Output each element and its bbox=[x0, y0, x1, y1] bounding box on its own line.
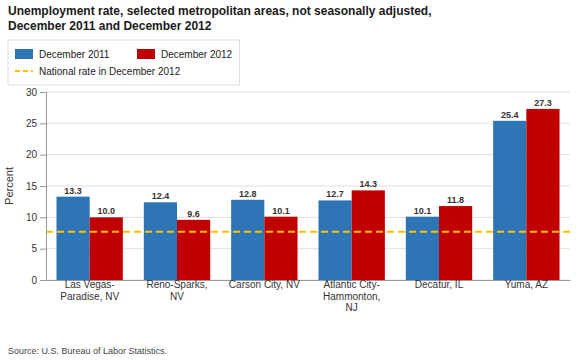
tick-mark bbox=[40, 217, 46, 218]
title-line: Unemployment rate, selected metropolitan… bbox=[8, 4, 431, 18]
data-label: 14.3 bbox=[359, 179, 377, 189]
tick: Carson City, NV bbox=[229, 279, 300, 290]
data-label: 10.1 bbox=[414, 206, 432, 216]
tick: 0 bbox=[31, 275, 46, 286]
tick: Yuma, AZ bbox=[505, 279, 548, 290]
tick: 25 bbox=[26, 118, 46, 129]
grid-line bbox=[46, 92, 570, 93]
bar bbox=[493, 121, 526, 280]
grid-line bbox=[46, 248, 570, 249]
tick-mark bbox=[40, 280, 46, 281]
legend: December 2011 December 2012 National rate … bbox=[8, 40, 240, 85]
tick: 10 bbox=[26, 212, 46, 223]
source: Source: U.S. Bureau of Labor Statistics. bbox=[8, 346, 167, 356]
y-axis-label: Percent bbox=[3, 167, 15, 205]
bar bbox=[318, 200, 351, 280]
data-labels: 13.3 12.4 12.8 12.7 10.1 25.4 10.0 9.6 10.1 14.3 1… bbox=[64, 98, 551, 219]
tick-label: Atlantic City-Hammonton,NJ bbox=[323, 279, 380, 313]
tick-label-line: Atlantic City- bbox=[324, 279, 380, 290]
bar bbox=[352, 190, 385, 280]
legend-swatch bbox=[137, 49, 155, 59]
plot-area bbox=[46, 109, 570, 280]
tick-label-line: NV bbox=[170, 291, 184, 302]
legend-item: National rate in December 2012 bbox=[15, 66, 181, 77]
tick-label: Decatur, IL bbox=[415, 279, 464, 290]
tick-mark bbox=[40, 186, 46, 187]
data-label: 12.8 bbox=[239, 189, 257, 199]
bar bbox=[406, 217, 439, 280]
tick-label: 30 bbox=[26, 87, 38, 98]
title-line: December 2011 and December 2012 bbox=[8, 19, 212, 33]
bar bbox=[231, 200, 264, 280]
tick: Reno-Sparks,NV bbox=[146, 279, 207, 302]
tick-label: Las Vegas-Paradise, NV bbox=[60, 279, 119, 302]
reference-line bbox=[46, 231, 570, 233]
tick: 30 bbox=[26, 87, 46, 98]
legend-swatch bbox=[15, 70, 33, 72]
data-label: 10.0 bbox=[97, 206, 115, 216]
legend-label: December 2011 bbox=[39, 49, 110, 60]
tick-label: 15 bbox=[26, 181, 38, 192]
tick-label: 5 bbox=[31, 243, 37, 254]
bar bbox=[439, 206, 472, 280]
data-label: 11.8 bbox=[447, 195, 464, 205]
title: Unemployment rate, selected metropolitan… bbox=[8, 4, 431, 33]
tick: 5 bbox=[31, 243, 46, 254]
legend-label: National rate in December 2012 bbox=[39, 66, 181, 77]
data-label: 9.6 bbox=[187, 209, 200, 219]
grid-line bbox=[46, 280, 570, 281]
legend-item: December 2011 bbox=[15, 49, 110, 60]
tick-label-line: Carson City, NV bbox=[229, 279, 300, 290]
tick-label-line: NJ bbox=[346, 302, 358, 313]
data-label: 12.4 bbox=[152, 191, 170, 201]
axis-line bbox=[47, 280, 571, 281]
axis-line bbox=[40, 93, 47, 281]
tick-label-line: Yuma, AZ bbox=[505, 279, 548, 290]
tick-mark bbox=[40, 249, 46, 250]
legend-swatch bbox=[15, 49, 33, 59]
tick-label: Carson City, NV bbox=[229, 279, 300, 290]
chart: Unemployment rate, selected metropolitan… bbox=[0, 0, 580, 360]
tick-label: 20 bbox=[26, 149, 38, 160]
tick-label-line: Hammonton, bbox=[323, 291, 380, 302]
tick: 20 bbox=[26, 149, 46, 160]
bar bbox=[177, 220, 210, 280]
tick: Las Vegas-Paradise, NV bbox=[60, 279, 119, 302]
tick-label: 10 bbox=[26, 212, 38, 223]
data-label: 27.3 bbox=[534, 98, 552, 108]
tick: 15 bbox=[26, 181, 46, 192]
data-label: 10.1 bbox=[272, 206, 290, 216]
bar bbox=[90, 217, 123, 280]
legend-label: December 2012 bbox=[161, 49, 233, 60]
tick: Atlantic City-Hammonton,NJ bbox=[323, 279, 380, 313]
data-label: 25.4 bbox=[501, 110, 519, 120]
grid-line bbox=[46, 217, 570, 218]
tick-label-line: Reno-Sparks, bbox=[146, 279, 207, 290]
tick-mark bbox=[40, 92, 46, 93]
bar bbox=[526, 109, 559, 280]
tick-label: 25 bbox=[26, 118, 38, 129]
tick-label-line: Decatur, IL bbox=[415, 279, 464, 290]
tick-label: Yuma, AZ bbox=[505, 279, 548, 290]
grid-line bbox=[46, 154, 570, 155]
data-label: 12.7 bbox=[326, 189, 344, 199]
tick-label: 0 bbox=[31, 275, 37, 286]
bar bbox=[144, 202, 177, 280]
legend-item: December 2012 bbox=[137, 49, 233, 60]
grid-line bbox=[46, 123, 570, 124]
bar bbox=[264, 217, 297, 280]
tick-mark bbox=[40, 123, 46, 124]
legend-frame bbox=[8, 40, 240, 85]
data-label: 13.3 bbox=[64, 186, 82, 196]
tick-mark bbox=[40, 155, 46, 156]
tick-label: Reno-Sparks,NV bbox=[146, 279, 207, 302]
y-axis: 0 5 10 15 20 25 30 bbox=[26, 87, 47, 286]
tick: Decatur, IL bbox=[415, 279, 464, 290]
grid-line bbox=[46, 186, 570, 187]
grid bbox=[46, 92, 570, 280]
bar bbox=[56, 197, 89, 280]
x-axis: Las Vegas-Paradise, NV Reno-Sparks,NV Cars… bbox=[47, 279, 571, 313]
tick-label-line: Paradise, NV bbox=[60, 291, 119, 302]
tick-label-line: Las Vegas- bbox=[65, 279, 115, 290]
